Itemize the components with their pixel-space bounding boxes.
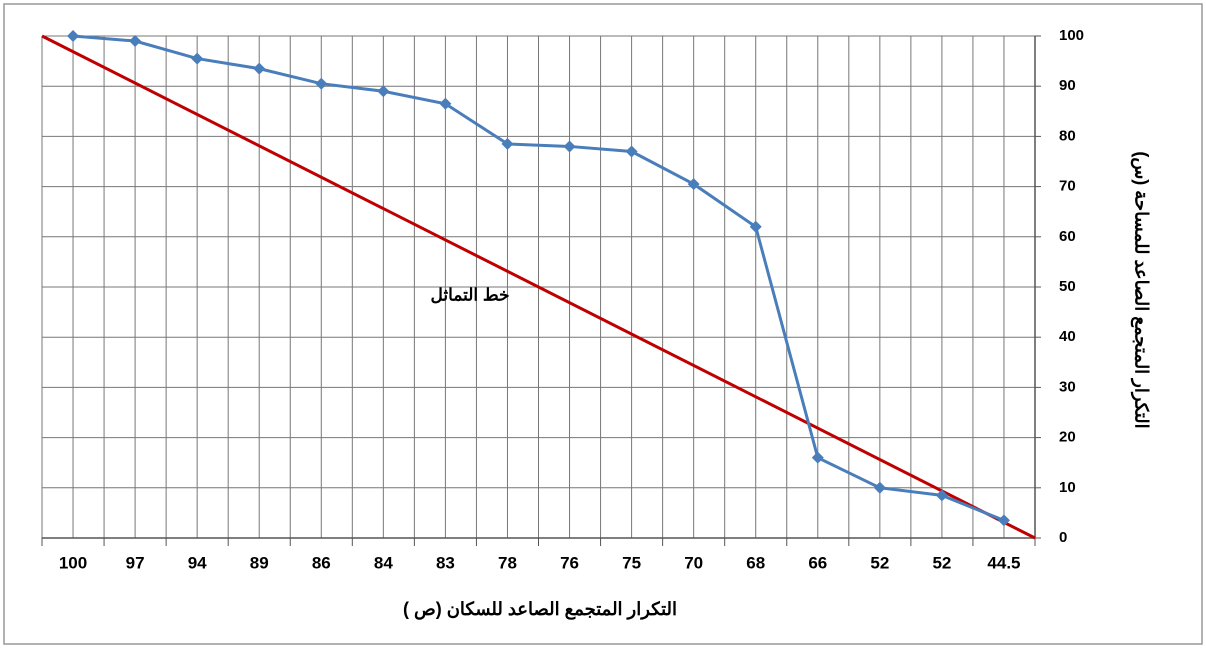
y-tick-label: 30 (1059, 378, 1076, 395)
y-tick-label: 0 (1059, 529, 1067, 546)
marker (873, 481, 886, 494)
y-tick-label: 50 (1059, 278, 1076, 295)
annotation: خط التماثل (430, 285, 509, 304)
x-tick-label: 52 (932, 553, 951, 572)
x-tick-label: 83 (436, 553, 455, 572)
y-tick-label: 70 (1059, 178, 1076, 195)
marker (687, 178, 700, 191)
y-tick-label: 80 (1059, 127, 1076, 144)
x-tick-label: 75 (622, 553, 641, 572)
y-tick-label: 10 (1059, 479, 1076, 496)
marker (377, 85, 390, 98)
x-tick-label: 76 (560, 553, 579, 572)
marker (935, 489, 948, 502)
marker (501, 137, 514, 150)
equality-line (41, 34, 1036, 540)
marker (749, 220, 762, 233)
x-tick-label: 78 (498, 553, 517, 572)
series-line (72, 34, 1005, 522)
x-axis-label: التكرار المتجمع الصاعد للسكان (ص ) (403, 599, 677, 620)
y-tick-label: 100 (1059, 27, 1084, 44)
x-tick-label: 100 (59, 553, 87, 572)
x-tick-label: 70 (684, 553, 703, 572)
x-tick-label: 52 (870, 553, 889, 572)
marker (191, 52, 204, 65)
x-tick-label: 44.5 (987, 553, 1020, 572)
marker (563, 140, 576, 153)
marker (439, 97, 452, 110)
marker (253, 62, 266, 75)
x-tick-label: 84 (374, 553, 393, 572)
marker (129, 35, 142, 48)
x-tick-label: 86 (312, 553, 331, 572)
y-tick-label: 40 (1059, 328, 1076, 345)
y-tick-label: 20 (1059, 429, 1076, 446)
marker (811, 451, 824, 464)
x-tick-label: 68 (746, 553, 765, 572)
y-axis-label: التكرار المتجمع الصاعد للمساحة (س) (1130, 151, 1151, 428)
frame (3, 3, 1203, 645)
x-tick-label: 66 (808, 553, 827, 572)
marker (315, 77, 328, 90)
marker (67, 30, 80, 42)
x-tick-label: 89 (250, 553, 269, 572)
marker (997, 514, 1010, 527)
y-tick-label: 90 (1059, 77, 1076, 94)
x-tick-label: 97 (126, 553, 145, 572)
x-tick-label: 94 (188, 553, 207, 572)
y-tick-label: 60 (1059, 228, 1076, 245)
marker (625, 145, 638, 158)
